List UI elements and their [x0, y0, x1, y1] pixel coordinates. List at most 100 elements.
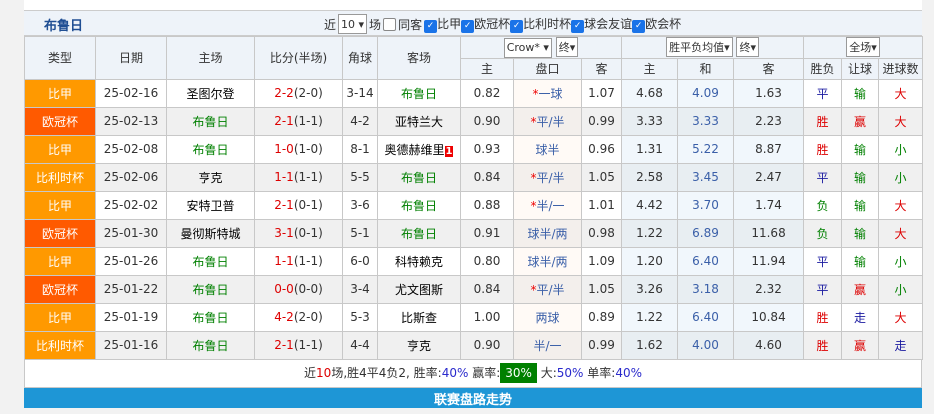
odds-home: 0.84 — [460, 274, 514, 304]
score[interactable]: 2-2(2-0) — [254, 78, 343, 108]
match-type[interactable]: 比甲 — [24, 78, 96, 108]
avg-home: 2.58 — [621, 162, 679, 192]
home-team[interactable]: 布鲁日 — [166, 330, 255, 360]
home-team[interactable]: 布鲁日 — [166, 106, 255, 136]
handicap-result: 赢 — [841, 106, 880, 136]
handicap-result: 输 — [841, 218, 880, 248]
over-under-result: 小 — [878, 246, 924, 276]
filter-checkbox[interactable]: ✓ — [424, 20, 438, 33]
avg-home: 1.31 — [621, 134, 679, 164]
odds-away: 0.99 — [580, 330, 623, 360]
home-team[interactable]: 布鲁日 — [166, 274, 255, 304]
handicap-line: *平/半 — [513, 106, 582, 136]
away-team[interactable]: 科特赖克 — [377, 246, 461, 276]
avg-draw: 3.70 — [677, 190, 735, 220]
odds-home: 0.91 — [460, 218, 514, 248]
away-team[interactable]: 布鲁日 — [377, 218, 461, 248]
filter-label: 比甲 — [437, 17, 462, 31]
result: 胜 — [803, 302, 843, 332]
avg-away: 2.32 — [733, 274, 805, 304]
odds-away: 1.01 — [580, 190, 623, 220]
subcol: 主 — [460, 57, 514, 80]
home-team[interactable]: 圣图尔登 — [166, 78, 255, 108]
score[interactable]: 1-1(1-1) — [254, 162, 343, 192]
match-type[interactable]: 比甲 — [24, 190, 96, 220]
score[interactable]: 2-1(1-1) — [254, 330, 343, 360]
avg-away: 11.68 — [733, 218, 805, 248]
avg-draw: 3.18 — [677, 274, 735, 304]
odds-away: 1.07 — [580, 78, 623, 108]
company-select[interactable]: Crow* ▾ — [503, 37, 552, 58]
score[interactable]: 4-2(2-0) — [254, 302, 343, 332]
subcol: 盘口 — [513, 57, 582, 80]
col-type: 类型 — [24, 36, 96, 80]
match-type[interactable]: 比利时杯 — [24, 330, 96, 360]
score[interactable]: 2-1(1-1) — [254, 106, 343, 136]
subcol: 客 — [733, 57, 805, 80]
avg-away: 11.94 — [733, 246, 805, 276]
away-team[interactable]: 奥德赫维里1 — [377, 134, 461, 164]
filter-checkbox[interactable]: ✓ — [461, 20, 475, 33]
result: 胜 — [803, 330, 843, 360]
avg-stage-select[interactable]: 终 ▾ — [736, 37, 759, 58]
away-team[interactable]: 亚特兰大 — [377, 106, 461, 136]
handicap-result: 赢 — [841, 330, 880, 360]
corners: 4-4 — [342, 330, 378, 360]
score[interactable]: 1-0(1-0) — [254, 134, 343, 164]
odds-stage-select[interactable]: 终 ▾ — [555, 37, 579, 57]
odds-home: 0.82 — [460, 78, 514, 108]
home-team[interactable]: 亨克 — [166, 162, 255, 192]
score[interactable]: 0-0(0-0) — [254, 274, 343, 304]
match-date: 25-02-13 — [95, 106, 167, 136]
over-under-result: 大 — [878, 190, 924, 220]
table-row: 比甲 25-01-19 布鲁日 4-2(2-0) 5-3 比斯查 1.00 两球… — [24, 302, 924, 332]
score[interactable]: 1-1(1-1) — [254, 246, 343, 276]
col-score: 比分(半场) — [254, 36, 343, 80]
match-type[interactable]: 比甲 — [24, 134, 96, 164]
avg-select[interactable]: 胜平负均值 ▾ — [666, 37, 733, 58]
score[interactable]: 3-1(0-1) — [254, 218, 343, 248]
match-type[interactable]: 欧冠杯 — [24, 218, 96, 248]
match-type[interactable]: 比利时杯 — [24, 162, 96, 192]
near-label: 近 — [324, 17, 337, 32]
filter-checkbox[interactable]: ✓ — [632, 20, 646, 33]
result: 负 — [803, 190, 843, 220]
away-team[interactable]: 布鲁日 — [377, 78, 461, 108]
match-date: 25-01-30 — [95, 218, 167, 248]
filter-checkbox[interactable]: ✓ — [510, 20, 524, 33]
match-count-select[interactable]: 10 ▾ — [338, 14, 368, 34]
home-team[interactable]: 安特卫普 — [166, 190, 255, 220]
avg-home: 4.68 — [621, 78, 679, 108]
subcol: 主 — [621, 57, 679, 80]
corners: 4-2 — [342, 106, 378, 136]
filter-checkbox[interactable]: ✓ — [571, 20, 585, 33]
home-team[interactable]: 布鲁日 — [166, 134, 255, 164]
match-type[interactable]: 比甲 — [24, 246, 96, 276]
away-team[interactable]: 比斯查 — [377, 302, 461, 332]
table-row: 比利时杯 25-02-06 亨克 1-1(1-1) 5-5 布鲁日 0.84 *… — [24, 162, 924, 192]
result: 负 — [803, 218, 843, 248]
table-row: 欧冠杯 25-01-22 布鲁日 0-0(0-0) 3-4 尤文图斯 0.84 … — [24, 274, 924, 304]
away-team[interactable]: 尤文图斯 — [377, 274, 461, 304]
home-team[interactable]: 布鲁日 — [166, 246, 255, 276]
away-team[interactable]: 布鲁日 — [377, 190, 461, 220]
away-team[interactable]: 亨克 — [377, 330, 461, 360]
match-type[interactable]: 欧冠杯 — [24, 274, 96, 304]
over-under-result: 大 — [878, 302, 924, 332]
scope-select[interactable]: 全场 ▾ — [846, 37, 880, 58]
home-team[interactable]: 布鲁日 — [166, 302, 255, 332]
match-type[interactable]: 欧冠杯 — [24, 106, 96, 136]
home-team[interactable]: 曼彻斯特城 — [166, 218, 255, 248]
same-venue-checkbox[interactable] — [383, 17, 397, 31]
table-row: 欧冠杯 25-01-30 曼彻斯特城 3-1(0-1) 5-1 布鲁日 0.91… — [24, 218, 924, 248]
over-under-result: 小 — [878, 134, 924, 164]
match-date: 25-02-08 — [95, 134, 167, 164]
odds-home: 0.90 — [460, 330, 514, 360]
result: 平 — [803, 78, 843, 108]
corners: 5-1 — [342, 218, 378, 248]
score[interactable]: 2-1(0-1) — [254, 190, 343, 220]
match-date: 25-01-26 — [95, 246, 167, 276]
subcol: 和 — [677, 57, 735, 80]
away-team[interactable]: 布鲁日 — [377, 162, 461, 192]
match-type[interactable]: 比甲 — [24, 302, 96, 332]
